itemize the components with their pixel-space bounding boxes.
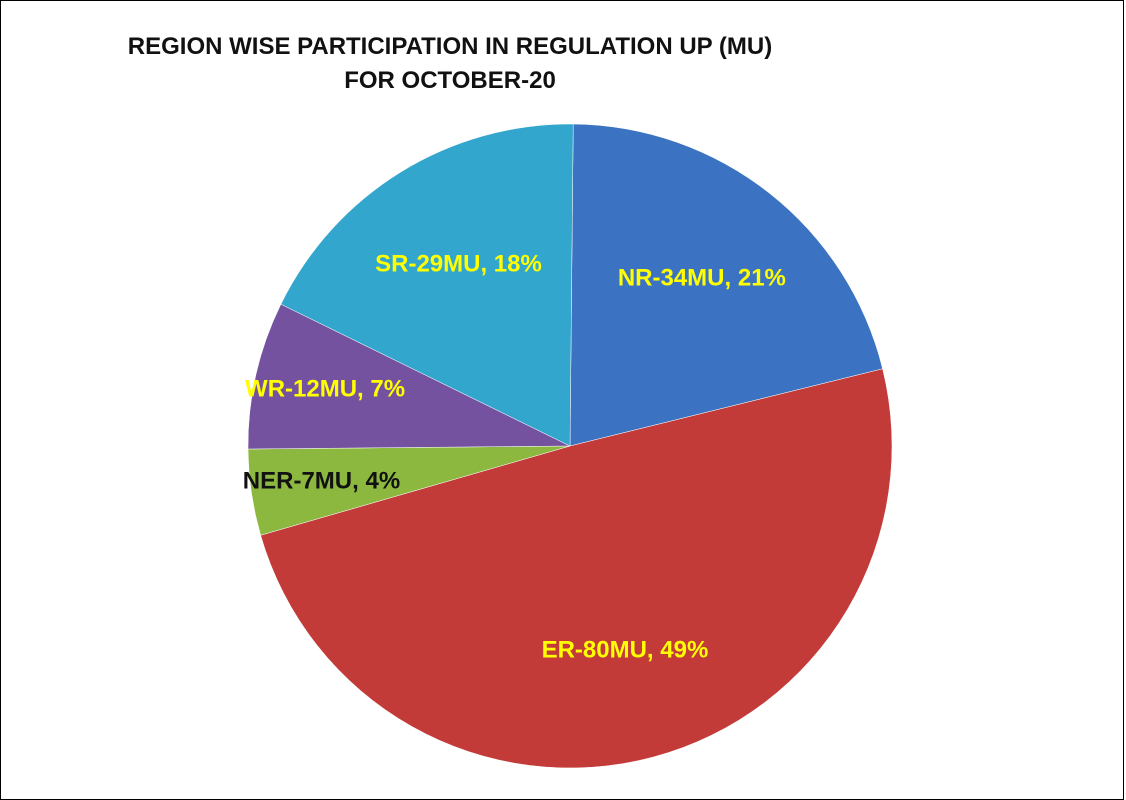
- slices: [247, 123, 893, 769]
- pie-slice: [247, 303, 571, 450]
- labels: NR-34MU, 21% ER-80MU, 49% NER-7MU, 4% WR-12…: [243, 250, 786, 663]
- pie-slice: [280, 123, 574, 447]
- data-label: NR-34MU, 21%: [618, 265, 786, 292]
- pie-slice: [569, 123, 883, 447]
- data-label: ER-80MU, 49%: [542, 637, 709, 664]
- data-label: SR-29MU, 18%: [375, 250, 542, 277]
- chart-title: REGION WISE PARTICIPATION IN REGULATION …: [127, 33, 773, 94]
- data-label: WR-12MU, 7%: [245, 376, 405, 403]
- data-label: NER-7MU, 4%: [243, 468, 400, 495]
- pie-slice: [260, 368, 893, 769]
